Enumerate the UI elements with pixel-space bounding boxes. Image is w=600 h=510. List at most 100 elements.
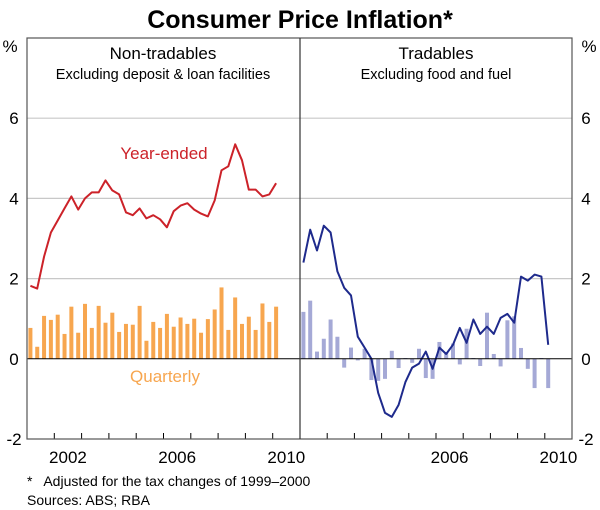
bar xyxy=(130,324,135,359)
x-tick-label: 2002 xyxy=(49,448,87,467)
y-tick-label-right: 0 xyxy=(581,350,590,369)
bar xyxy=(532,358,537,389)
panel-subtitle-tradables: Excluding food and fuel xyxy=(361,67,512,83)
bar xyxy=(171,326,176,359)
y-unit-left: % xyxy=(2,37,17,56)
y-tick-label-right: 2 xyxy=(581,270,590,289)
bar xyxy=(491,353,496,359)
panel-title-tradables: Tradables xyxy=(399,44,474,63)
bar xyxy=(525,358,530,369)
bar xyxy=(383,358,387,379)
bar xyxy=(451,343,455,359)
bar xyxy=(478,358,483,367)
bar xyxy=(83,303,88,359)
bar xyxy=(226,329,231,359)
bar xyxy=(396,358,401,369)
bar xyxy=(76,332,81,359)
bar xyxy=(267,321,272,359)
bar xyxy=(42,315,47,359)
bar xyxy=(185,323,190,359)
bar xyxy=(103,322,108,359)
x-tick-label: 2010 xyxy=(267,448,305,467)
series-label-quarterly: Quarterly xyxy=(130,367,200,386)
bar xyxy=(349,347,353,359)
bar xyxy=(178,317,183,359)
bar xyxy=(335,336,340,359)
bar xyxy=(117,331,122,359)
bar xyxy=(389,350,394,359)
bar xyxy=(233,297,238,359)
bar xyxy=(410,358,415,363)
series-line-year-ended xyxy=(302,224,550,418)
y-tick-label-right: 6 xyxy=(581,109,590,128)
bar xyxy=(137,305,142,359)
bar xyxy=(151,321,156,359)
bar xyxy=(417,348,421,359)
bar xyxy=(253,329,258,359)
y-tick-label-right: 4 xyxy=(581,189,590,208)
x-tick-labels: 2002 2006 2010 2006 2010 xyxy=(49,448,577,467)
bar xyxy=(308,300,313,359)
bar xyxy=(123,323,128,359)
bar xyxy=(199,332,204,359)
bar xyxy=(315,351,319,359)
bar xyxy=(342,358,347,368)
bar xyxy=(362,348,367,359)
bar xyxy=(192,318,197,359)
x-tick-label: 2006 xyxy=(431,448,469,467)
bar xyxy=(376,358,381,381)
y-tick-label-left: 4 xyxy=(9,189,18,208)
series-line-year-ended xyxy=(30,143,277,290)
footnote: * Adjusted for the tax changes of 1999–2… xyxy=(27,473,311,489)
bar xyxy=(48,319,53,359)
bar xyxy=(505,320,510,359)
bar xyxy=(328,319,333,359)
bar xyxy=(55,314,60,359)
bar xyxy=(28,327,33,359)
y-tick-label-left: 6 xyxy=(9,109,18,128)
bar xyxy=(485,312,489,359)
y-tick-label-left: 2 xyxy=(9,270,18,289)
bar xyxy=(205,319,210,359)
bar xyxy=(110,312,115,359)
bar-series xyxy=(28,287,551,389)
bar xyxy=(444,351,449,359)
series-label-year-ended: Year-ended xyxy=(120,144,207,163)
bar xyxy=(158,327,163,359)
bar xyxy=(274,306,279,359)
bar xyxy=(457,358,462,365)
bar xyxy=(423,358,428,379)
y-tick-label-left: -2 xyxy=(6,430,21,449)
chart-title: Consumer Price Inflation* xyxy=(147,6,453,34)
sources: Sources: ABS; RBA xyxy=(27,492,151,508)
x-tick-label: 2010 xyxy=(539,448,577,467)
bar xyxy=(89,327,94,359)
y-unit-right: % xyxy=(581,37,596,56)
bar xyxy=(321,338,326,359)
panel-title-non-tradables: Non-tradables xyxy=(110,44,217,63)
bar xyxy=(96,305,101,359)
line-series xyxy=(30,143,550,418)
panel-subtitle-non-tradables: Excluding deposit & loan facilities xyxy=(56,67,270,83)
x-tick-label: 2006 xyxy=(158,448,196,467)
bar xyxy=(355,358,360,361)
bar xyxy=(546,358,551,389)
bar xyxy=(498,358,503,367)
bar xyxy=(246,316,251,359)
y-tick-labels: -2 -2 0 0 2 2 4 4 6 6 xyxy=(6,109,593,449)
bar xyxy=(164,313,169,359)
y-tick-label-left: 0 xyxy=(9,350,18,369)
bar xyxy=(144,340,149,359)
bar xyxy=(519,347,523,359)
y-tick-label-right: -2 xyxy=(578,430,593,449)
bar xyxy=(219,287,224,359)
bar xyxy=(369,358,374,381)
axes xyxy=(26,37,573,440)
bar xyxy=(512,316,517,359)
bar xyxy=(260,303,265,359)
bar xyxy=(69,306,74,359)
bar xyxy=(212,309,217,359)
bar xyxy=(301,311,306,359)
bar xyxy=(239,323,244,359)
